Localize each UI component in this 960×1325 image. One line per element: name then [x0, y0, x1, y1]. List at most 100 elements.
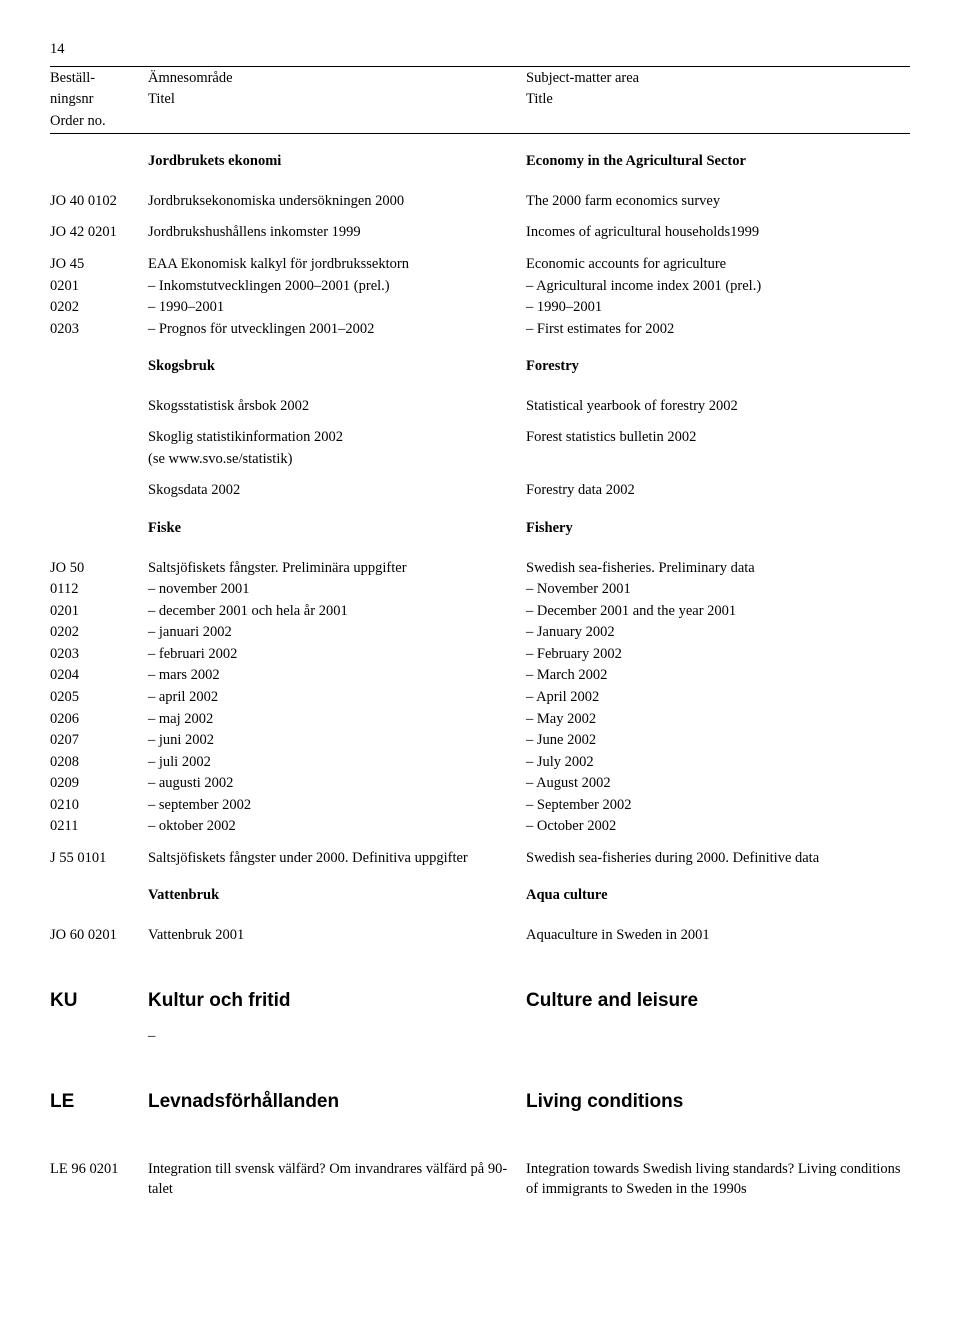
section-heading: FiskeFishery	[50, 519, 910, 539]
table-row: 0207– juni 2002– June 2002	[50, 731, 910, 751]
title-sv: Vattenbruk 2001	[148, 926, 526, 946]
title-sv: – maj 2002	[148, 710, 526, 730]
section-title-en: Forestry	[526, 357, 910, 377]
table-row: 0209– augusti 2002– August 2002	[50, 774, 910, 794]
section-title-sv: Fiske	[148, 519, 526, 539]
order-number: 0112	[50, 580, 148, 600]
title-sv: – juni 2002	[148, 731, 526, 751]
header-row-3: Order no.	[50, 112, 910, 132]
order-number	[50, 397, 148, 417]
title-en: Aquaculture in Sweden in 2001	[526, 926, 910, 946]
section-name-sv: Kultur och fritid	[148, 988, 526, 1014]
order-number: 0211	[50, 817, 148, 837]
table-row: Skogsstatistisk årsbok 2002Statistical y…	[50, 397, 910, 417]
hdr-left-3: Order no.	[50, 112, 148, 132]
section-title-sv: Skogsbruk	[148, 357, 526, 377]
title-sv: – oktober 2002	[148, 817, 526, 837]
title-sv: Skogsstatistisk årsbok 2002	[148, 397, 526, 417]
order-number: 0210	[50, 796, 148, 816]
table-row: JO 42 0201Jordbrukshushållens inkomster …	[50, 223, 910, 243]
table-row: 0203– februari 2002– February 2002	[50, 645, 910, 665]
title-sv: – Inkomstutvecklingen 2000–2001 (prel.)	[148, 277, 526, 297]
title-en: – August 2002	[526, 774, 910, 794]
title-sv: – november 2001	[148, 580, 526, 600]
section-name-en: Culture and leisure	[526, 988, 910, 1014]
title-sv: Skogsdata 2002	[148, 481, 526, 501]
title-en: Forestry data 2002	[526, 481, 910, 501]
table-row: 0204– mars 2002– March 2002	[50, 666, 910, 686]
table-row: 0210– september 2002– September 2002	[50, 796, 910, 816]
hdr-left-2: ningsnr	[50, 90, 148, 110]
title-en: – February 2002	[526, 645, 910, 665]
table-row: JO 50Saltsjöfiskets fångster. Preliminär…	[50, 559, 910, 579]
table-row: 0208– juli 2002– July 2002	[50, 753, 910, 773]
table-row: JO 60 0201Vattenbruk 2001Aquaculture in …	[50, 926, 910, 946]
title-en: – April 2002	[526, 688, 910, 708]
section-name-sv: Levnadsförhållanden	[148, 1089, 526, 1115]
order-number: JO 40 0102	[50, 192, 148, 212]
table-row: 0203– Prognos för utvecklingen 2001–2002…	[50, 320, 910, 340]
title-sv: – 1990–2001	[148, 298, 526, 318]
title-en: – November 2001	[526, 580, 910, 600]
order-number: JO 42 0201	[50, 223, 148, 243]
order-number: 0201	[50, 277, 148, 297]
table-row: 0201– december 2001 och hela år 2001– De…	[50, 602, 910, 622]
section-title-en: Economy in the Agricultural Sector	[526, 152, 910, 172]
title-en: – October 2002	[526, 817, 910, 837]
section-heading: SkogsbrukForestry	[50, 357, 910, 377]
order-number: 0204	[50, 666, 148, 686]
section-code: LE	[50, 1089, 148, 1115]
title-sv: – september 2002	[148, 796, 526, 816]
section-code: KU	[50, 988, 148, 1014]
title-en: – September 2002	[526, 796, 910, 816]
title-sv: (se www.svo.se/statistik)	[148, 450, 526, 470]
order-number: 0209	[50, 774, 148, 794]
empty-dash-row: –	[50, 1027, 910, 1047]
order-number: 0202	[50, 623, 148, 643]
title-en: – January 2002	[526, 623, 910, 643]
title-sv: – mars 2002	[148, 666, 526, 686]
title-sv: Jordbrukshushållens inkomster 1999	[148, 223, 526, 243]
header-rule-bottom	[50, 133, 910, 134]
title-sv: Jordbruksekonomiska undersökningen 2000	[148, 192, 526, 212]
order-number: 0205	[50, 688, 148, 708]
order-number	[50, 481, 148, 501]
title-en: – Agricultural income index 2001 (prel.)	[526, 277, 910, 297]
order-number: 0201	[50, 602, 148, 622]
title-en: – May 2002	[526, 710, 910, 730]
title-sv: Saltsjöfiskets fångster. Preliminära upp…	[148, 559, 526, 579]
section-title-en: Aqua culture	[526, 886, 910, 906]
title-sv: Skoglig statistikinformation 2002	[148, 428, 526, 448]
title-sv: – december 2001 och hela år 2001	[148, 602, 526, 622]
title-en: Swedish sea-fisheries during 2000. Defin…	[526, 849, 910, 869]
title-en: – December 2001 and the year 2001	[526, 602, 910, 622]
table-row: (se www.svo.se/statistik)	[50, 450, 910, 470]
order-number: 0202	[50, 298, 148, 318]
order-number: 0206	[50, 710, 148, 730]
table-row: JO 40 0102Jordbruksekonomiska undersökni…	[50, 192, 910, 212]
title-sv: EAA Ekonomisk kalkyl för jordbrukssektor…	[148, 255, 526, 275]
header-row-1: Beställ- Ämnesområde Subject-matter area	[50, 69, 910, 89]
title-en: Incomes of agricultural households1999	[526, 223, 910, 243]
title-en: – 1990–2001	[526, 298, 910, 318]
order-number: JO 50	[50, 559, 148, 579]
order-number: 0208	[50, 753, 148, 773]
title-en: Integration towards Swedish living stand…	[526, 1160, 910, 1199]
table-row: Skoglig statistikinformation 2002Forest …	[50, 428, 910, 448]
title-en: Statistical yearbook of forestry 2002	[526, 397, 910, 417]
title-en: Economic accounts for agriculture	[526, 255, 910, 275]
section-title-sv: Jordbrukets ekonomi	[148, 152, 526, 172]
section-title-sv: Vattenbruk	[148, 886, 526, 906]
hdr-right-2: Title	[526, 90, 910, 110]
header-rule-top	[50, 66, 910, 67]
title-en: – March 2002	[526, 666, 910, 686]
hdr-mid-2: Titel	[148, 90, 526, 110]
section-heading: VattenbrukAqua culture	[50, 886, 910, 906]
table-row: 0211– oktober 2002– October 2002	[50, 817, 910, 837]
order-number: JO 45	[50, 255, 148, 275]
order-number: JO 60 0201	[50, 926, 148, 946]
title-sv: – Prognos för utvecklingen 2001–2002	[148, 320, 526, 340]
table-row: JO 45EAA Ekonomisk kalkyl för jordbrukss…	[50, 255, 910, 275]
title-sv: – januari 2002	[148, 623, 526, 643]
order-number: LE 96 0201	[50, 1160, 148, 1199]
